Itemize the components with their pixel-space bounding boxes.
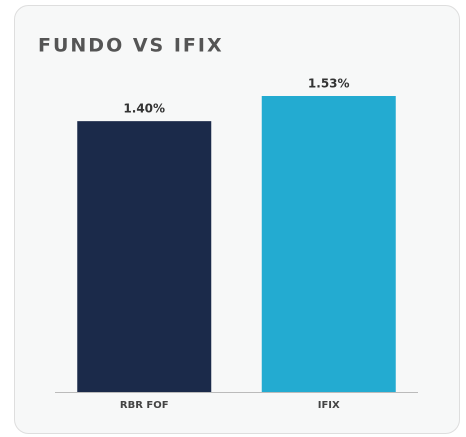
- chart-title: FUNDO VS IFIX: [38, 35, 224, 57]
- data-label: 1.40%: [123, 102, 165, 116]
- bar: [261, 96, 396, 392]
- bar: [77, 121, 212, 392]
- x-tick-label: RBR FOF: [120, 400, 169, 411]
- data-label: 1.53%: [308, 77, 350, 91]
- x-tick-label: IFIX: [318, 400, 340, 411]
